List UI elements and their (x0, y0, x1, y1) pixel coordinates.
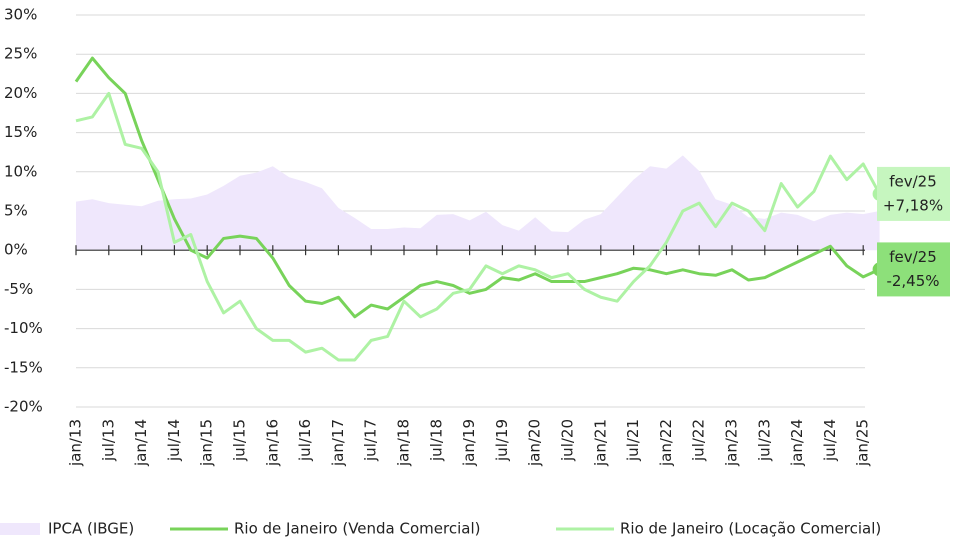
legend-label: Rio de Janeiro (Venda Comercial) (234, 520, 480, 538)
y-tick-label: 0% (4, 241, 28, 259)
line (75, 91, 881, 362)
x-tick-label: jul/18 (427, 419, 445, 462)
x-tick-label: jan/24 (788, 419, 806, 467)
area (76, 155, 880, 251)
y-tick-label: 30% (4, 6, 37, 24)
x-tick-label: jan/13 (67, 419, 85, 467)
x-tick-label: jul/17 (362, 419, 380, 462)
x-tick-label: jan/15 (198, 419, 216, 467)
end-label: fev/25 (889, 248, 937, 266)
x-tick-label: jul/14 (165, 419, 183, 462)
legend-swatch (0, 523, 40, 535)
y-tick-label: 10% (4, 162, 37, 180)
x-tick-label: jan/18 (395, 419, 413, 467)
y-tick-label: -10% (4, 319, 43, 337)
x-tick-label: jan/19 (460, 419, 478, 467)
end-label: -2,45% (886, 272, 939, 290)
x-tick-label: jul/15 (231, 419, 249, 462)
y-tick-label: 15% (4, 123, 37, 141)
x-tick-label: jan/23 (723, 419, 741, 467)
x-tick-label: jan/17 (329, 419, 347, 467)
x-tick-label: jan/20 (526, 419, 544, 467)
x-tick-label: jul/16 (296, 419, 314, 462)
x-tick-label: jul/22 (690, 419, 708, 462)
x-tick-label: jan/14 (132, 419, 150, 467)
legend-label: IPCA (IBGE) (48, 520, 134, 538)
y-tick-label: 20% (4, 84, 37, 102)
y-tick-label: -15% (4, 358, 43, 376)
x-tick-label: jan/21 (591, 419, 609, 467)
x-tick-label: jul/13 (99, 419, 117, 462)
y-tick-label: -5% (4, 280, 33, 298)
x-tick-label: jan/22 (657, 419, 675, 467)
x-tick-label: jan/25 (854, 419, 872, 467)
x-tick-label: jan/16 (263, 419, 281, 467)
legend-label: Rio de Janeiro (Locação Comercial) (620, 520, 881, 538)
end-label-box (877, 242, 950, 297)
end-label: +7,18% (883, 196, 943, 214)
y-tick-label: 5% (4, 202, 28, 220)
x-tick-label: jul/20 (559, 419, 577, 462)
x-tick-label: jul/19 (493, 419, 511, 462)
x-tick-label: jul/23 (755, 419, 773, 462)
line (74, 56, 881, 319)
y-tick-label: -20% (4, 398, 43, 416)
x-tick-label: jul/21 (624, 419, 642, 462)
x-tick-label: jul/24 (821, 419, 839, 462)
end-label-box (877, 166, 950, 221)
legend: IPCA (IBGE) Rio de Janeiro (Venda Comerci… (0, 520, 881, 538)
end-label: fev/25 (889, 172, 937, 190)
y-tick-label: 25% (4, 45, 37, 63)
